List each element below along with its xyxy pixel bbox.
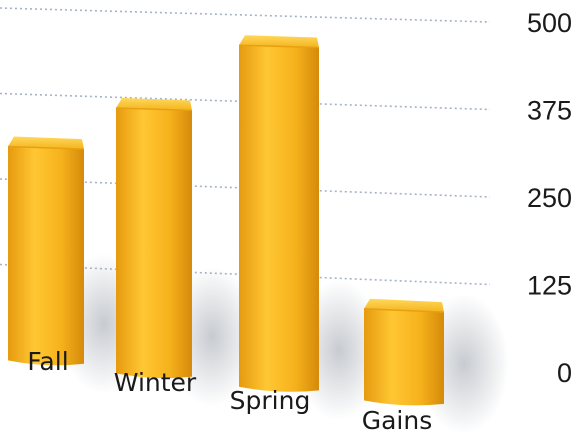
bar-spring bbox=[238, 35, 320, 392]
y-axis-tick-labels: 0 125 250 375 500 bbox=[527, 8, 572, 388]
bar-top bbox=[239, 35, 319, 48]
bar-top bbox=[364, 298, 444, 313]
bar-winter bbox=[115, 97, 193, 379]
bar-top bbox=[116, 97, 192, 111]
y-tick-label: 250 bbox=[527, 183, 572, 213]
bar-front bbox=[8, 146, 84, 366]
category-label: Winter bbox=[114, 368, 197, 397]
y-tick-label: 0 bbox=[557, 358, 572, 388]
bar-front bbox=[239, 45, 319, 392]
bar-top bbox=[8, 136, 84, 150]
bar-edge bbox=[363, 308, 445, 313]
category-labels: Fall Winter Spring Gains bbox=[27, 347, 432, 434]
y-tick-label: 375 bbox=[527, 96, 572, 126]
y-tick-label: 125 bbox=[527, 271, 572, 301]
bar-front bbox=[364, 308, 444, 406]
gridline bbox=[0, 7, 491, 23]
category-label: Spring bbox=[230, 386, 311, 415]
category-label: Gains bbox=[362, 406, 433, 434]
category-label: Fall bbox=[27, 347, 68, 376]
bars bbox=[7, 35, 445, 406]
bar-edge bbox=[238, 44, 320, 49]
bar-edge bbox=[115, 107, 193, 112]
bar-edge bbox=[7, 145, 85, 150]
bar-front bbox=[116, 107, 192, 379]
bar-fall bbox=[7, 136, 85, 366]
y-tick-label: 500 bbox=[527, 8, 572, 38]
bar-gains bbox=[363, 298, 445, 406]
